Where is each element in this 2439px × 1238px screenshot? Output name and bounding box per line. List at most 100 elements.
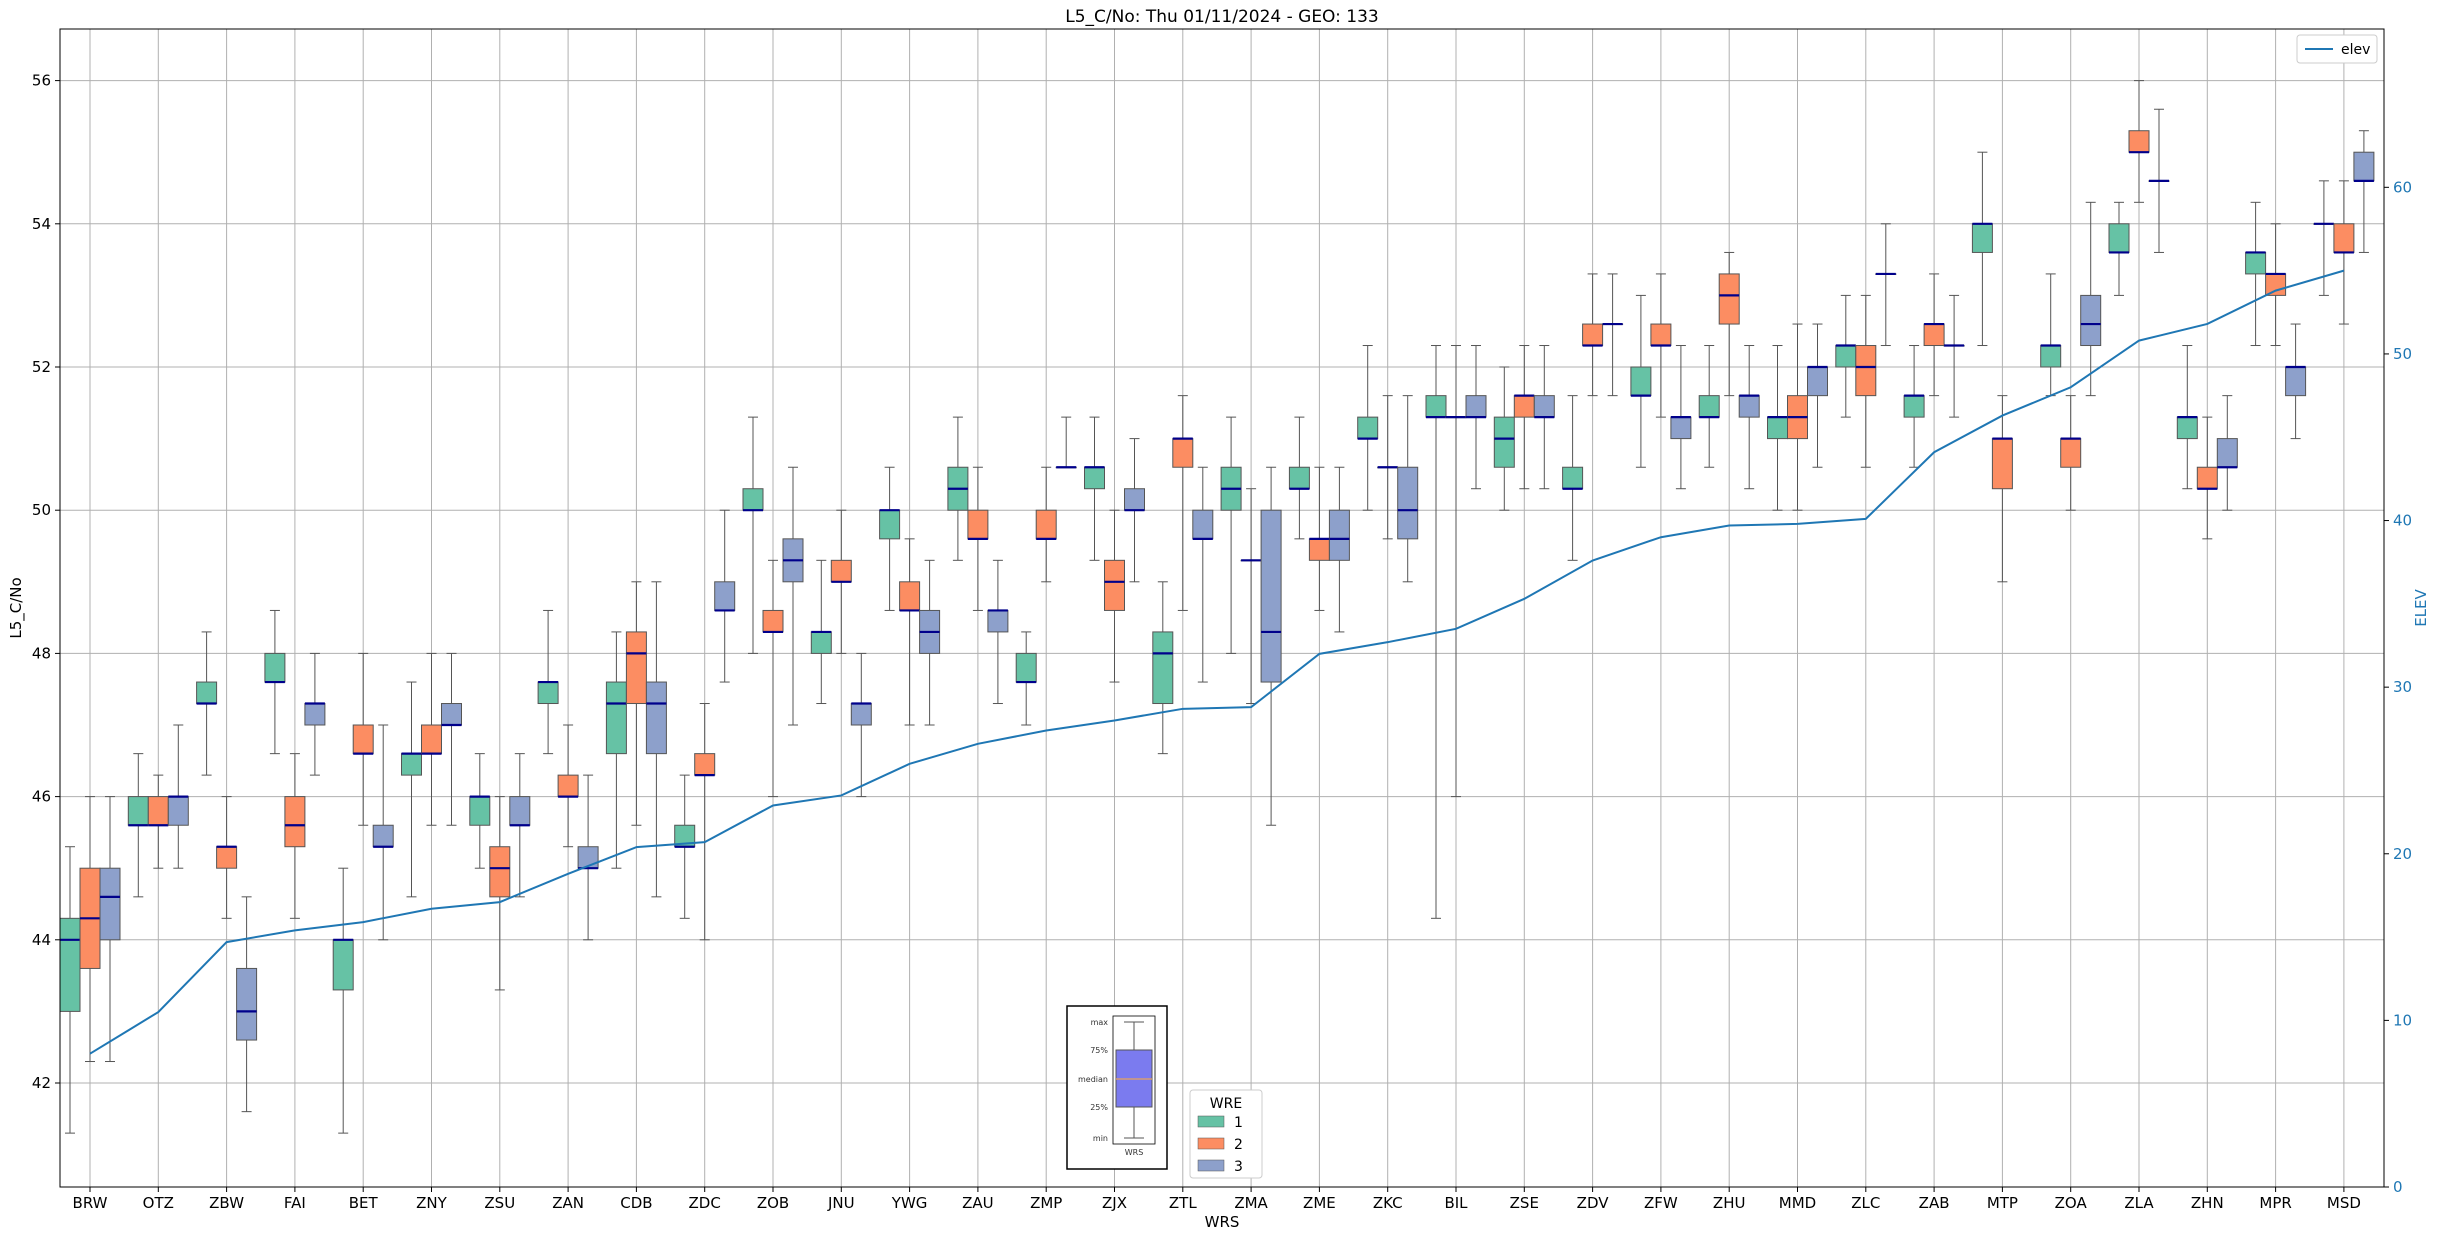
box-wre2-zmp <box>1035 466 1057 583</box>
box-wre3-zau <box>987 559 1009 705</box>
iqr-box <box>1328 509 1350 561</box>
y-tick-label: 54 <box>32 215 51 233</box>
inset-label-q1: 25% <box>1090 1103 1108 1112</box>
y-tick-label: 52 <box>32 358 51 376</box>
box-wre3-zny <box>441 652 462 826</box>
iqr-box <box>1903 395 1925 418</box>
iqr-box <box>1971 223 1993 253</box>
iqr-box <box>1308 538 1330 561</box>
plot-frame <box>59 28 2385 1188</box>
x-tick-label: ZFW <box>1644 1194 1678 1212</box>
iqr-box <box>625 631 647 705</box>
y-tick-label: 42 <box>32 1074 51 1092</box>
wre-legend-label-1: 1 <box>1234 1115 1243 1131</box>
elev-legend-frame <box>2296 34 2378 64</box>
iqr-box <box>967 509 989 540</box>
iqr-box <box>59 917 81 1012</box>
box-wre2-mtp <box>1991 395 2013 583</box>
box-wre1-cdb <box>605 631 627 869</box>
box-wre2-zlc <box>1855 294 1877 468</box>
y2-tick-label: 50 <box>2393 345 2412 363</box>
box-wre2-zbw <box>216 796 238 919</box>
iqr-box <box>1493 416 1515 468</box>
iqr-box <box>1630 366 1652 397</box>
iqr-box <box>1124 488 1145 511</box>
iqr-box <box>1533 395 1555 418</box>
box-wre3-bil <box>1465 345 1487 490</box>
iqr-box <box>421 724 442 755</box>
x-tick-label: YWG <box>891 1194 928 1212</box>
iqr-box <box>850 703 872 726</box>
iqr-box <box>1152 631 1174 705</box>
iqr-box <box>1582 323 1604 347</box>
wre-legend-swatch-2 <box>1197 1137 1225 1150</box>
iqr-box <box>264 652 286 683</box>
box-wre3-mpr <box>2285 323 2307 440</box>
box-wre3-zhu <box>1738 345 1760 490</box>
box-wre1-zjx <box>1084 416 1105 561</box>
iqr-box <box>742 488 764 511</box>
box-wre1-mpr <box>2245 201 2267 347</box>
box-wre2-zfw <box>1650 273 1672 418</box>
x-tick-label: ZJX <box>1102 1194 1127 1212</box>
box-wre3-zdc <box>714 509 736 683</box>
x-tick-label: ZMA <box>1234 1194 1268 1212</box>
box-wre2-zjx <box>1104 509 1125 683</box>
box-wre1-zse <box>1493 366 1515 511</box>
x-tick-label: ZOB <box>757 1194 789 1212</box>
x-axis-ticks: BRW OTZ ZBW FAI BET ZNY ZSU ZAN CDB ZDC ZOB JNU YWG Z… <box>73 1187 2361 1212</box>
wre-legend: WRE 1 2 3 <box>1189 1089 1263 1179</box>
elev-legend: elev <box>2296 34 2378 64</box>
iqr-box <box>879 509 901 540</box>
wre-legend-label-3: 3 <box>1234 1159 1243 1175</box>
elev-line-layer <box>89 269 2345 1055</box>
inset-axes <box>1112 1015 1156 1145</box>
iqr-box <box>830 559 852 583</box>
box-wre1-zkc <box>1357 345 1379 511</box>
box-wre3-zse <box>1533 345 1555 490</box>
box-wre3-zab <box>1943 294 1965 418</box>
box-wre2-zhu <box>1718 251 1740 397</box>
x-tick-label: ZMP <box>1030 1194 1062 1212</box>
box-wre2-zan <box>557 724 579 848</box>
box-wre3-zmp <box>1055 416 1077 469</box>
box-wre1-zsu <box>469 753 491 869</box>
x-tick-label: ZLC <box>1851 1194 1880 1212</box>
box-wre3-zma <box>1260 466 1282 826</box>
inset-label-q3: 75% <box>1090 1046 1108 1055</box>
box-wre3-msd <box>2353 130 2375 253</box>
iqr-box <box>1670 416 1692 440</box>
x-axis-label: WRS <box>1205 1213 1240 1231</box>
box-wre1-zau <box>947 416 969 561</box>
elev-line <box>89 269 2345 1055</box>
box-wre2-fai <box>284 753 306 919</box>
inset-label-median: median <box>1078 1075 1108 1084</box>
iqr-box <box>1650 323 1672 347</box>
box-wre1-zfw <box>1630 294 1652 468</box>
iqr-box <box>537 681 559 705</box>
box-wre2-zdv <box>1582 273 1604 397</box>
box-wre3-mmd <box>1807 323 1828 468</box>
x-tick-label: BIL <box>1444 1194 1468 1212</box>
x-tick-label: ZNY <box>416 1194 447 1212</box>
box-wre3-zoa <box>2080 201 2102 397</box>
box-wre2-zkc <box>1377 395 1399 540</box>
box-wre2-msd <box>2333 180 2355 325</box>
x-tick-label: FAI <box>284 1194 306 1212</box>
box-wre1-zan <box>537 609 559 755</box>
iqr-box <box>1397 466 1419 540</box>
iqr-box <box>2196 466 2218 490</box>
wre-legend-title: WRE <box>1210 1096 1242 1112</box>
iqr-box <box>1288 466 1310 490</box>
iqr-box <box>216 846 238 869</box>
y-tick-label: 44 <box>32 931 51 949</box>
iqr-box <box>2176 416 2198 440</box>
iqr-box <box>401 753 422 776</box>
x-tick-label: ZME <box>1303 1194 1336 1212</box>
x-tick-label: MTP <box>1987 1194 2018 1212</box>
right-y-axis-ticks: 0 10 20 30 40 50 60 <box>2384 178 2412 1196</box>
wre-legend-swatch-1 <box>1197 1115 1225 1128</box>
x-tick-label: BRW <box>73 1194 108 1212</box>
iqr-box <box>1718 273 1740 325</box>
